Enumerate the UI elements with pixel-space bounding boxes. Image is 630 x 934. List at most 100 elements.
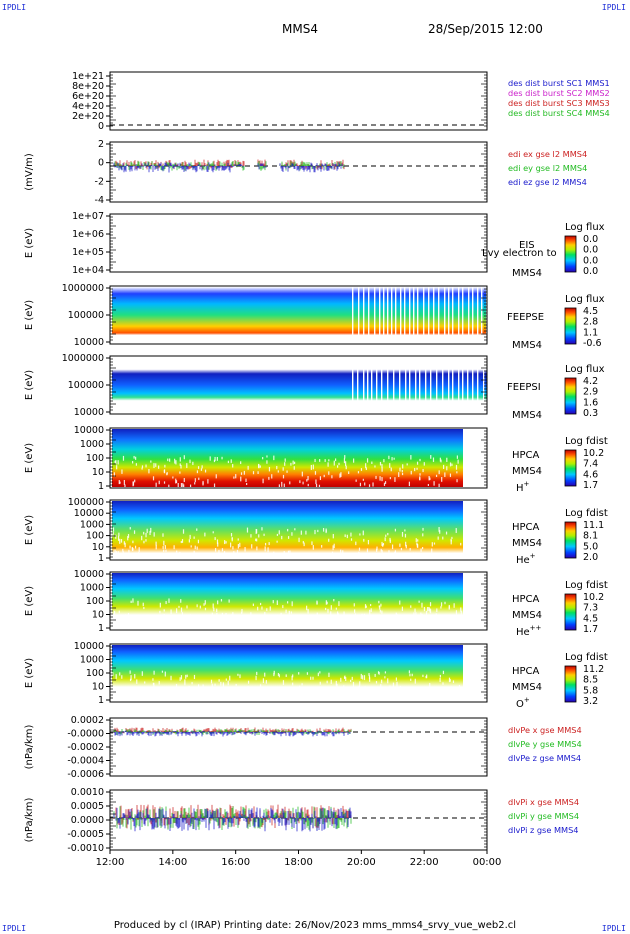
- noise-speck: [221, 456, 223, 460]
- noise-speck: [282, 553, 284, 557]
- noise-speck: [189, 534, 191, 540]
- noise-speck: [178, 689, 180, 693]
- y-tick-label: 0.0000: [71, 815, 104, 826]
- noise-speck: [347, 616, 349, 621]
- y-tick-label: -0.0005: [67, 829, 104, 840]
- noise-speck: [439, 674, 441, 678]
- noise-speck: [193, 536, 195, 539]
- legend-entry: edi ex gse l2 MMS4: [508, 149, 587, 159]
- y-axis-label: E (eV): [24, 370, 35, 400]
- data-gap: [458, 357, 460, 413]
- noise-speck: [258, 621, 260, 625]
- noise-speck: [195, 691, 197, 696]
- y-tick-label: 0.0010: [71, 787, 104, 798]
- noise-speck: [153, 682, 155, 688]
- noise-speck: [222, 683, 224, 688]
- noise-speck: [238, 555, 241, 560]
- x-tick-label: 16:00: [221, 857, 250, 868]
- noise-speck: [240, 476, 242, 482]
- noise-speck: [399, 600, 401, 605]
- noise-speck: [317, 529, 319, 533]
- noise-speck: [128, 690, 131, 696]
- noise-speck: [343, 619, 345, 624]
- noise-speck: [215, 474, 217, 479]
- noise-speck: [204, 607, 207, 611]
- noise-speck: [375, 698, 377, 702]
- noise-speck: [391, 686, 393, 692]
- noise-speck: [426, 694, 429, 697]
- spectrogram-fill: [112, 287, 487, 343]
- noise-speck: [235, 616, 237, 619]
- noise-speck: [378, 600, 380, 604]
- data-gap: [393, 357, 395, 413]
- noise-speck: [336, 683, 338, 688]
- colorbar-tick-label: 7.4: [583, 459, 598, 470]
- noise-speck: [283, 551, 285, 556]
- data-gap: [417, 287, 419, 343]
- noise-speck: [362, 530, 364, 536]
- noise-speck: [183, 623, 185, 627]
- noise-speck: [360, 614, 362, 617]
- noise-speck: [241, 688, 244, 691]
- noise-speck: [276, 533, 279, 536]
- noise-speck: [117, 551, 119, 556]
- noise-speck: [117, 460, 119, 465]
- y-tick-label: 1e+06: [72, 229, 104, 240]
- species-label: He++: [516, 624, 542, 638]
- noise-speck: [209, 456, 211, 461]
- y-tick-label: 10000: [74, 569, 104, 580]
- noise-speck: [129, 527, 131, 530]
- noise-speck: [186, 463, 188, 469]
- noise-speck: [232, 464, 234, 468]
- noise-speck: [164, 545, 166, 549]
- y-tick-label: 100000: [68, 380, 104, 391]
- noise-speck: [302, 540, 304, 544]
- noise-speck: [401, 616, 403, 621]
- colorbar-tick-label: 0.0: [583, 255, 598, 266]
- noise-speck: [169, 458, 171, 462]
- noise-speck: [216, 539, 219, 544]
- noise-speck: [271, 474, 273, 479]
- noise-speck: [312, 464, 314, 470]
- noise-speck: [191, 682, 193, 685]
- noise-speck: [178, 605, 180, 608]
- noise-speck: [262, 457, 264, 460]
- noise-speck: [365, 554, 367, 559]
- y-tick-label: 100: [86, 668, 104, 679]
- noise-speck: [198, 624, 201, 630]
- noise-speck: [287, 601, 289, 604]
- noise-speck: [149, 530, 151, 536]
- noise-speck: [319, 687, 321, 691]
- noise-speck: [282, 688, 284, 691]
- data-gap: [409, 357, 411, 413]
- spacecraft-label: MMS4: [512, 682, 542, 693]
- noise-speck: [150, 527, 152, 533]
- noise-speck: [221, 548, 224, 552]
- noise-speck: [452, 680, 455, 683]
- y-tick-label: 100: [86, 596, 104, 607]
- noise-speck: [230, 614, 233, 617]
- noise-speck: [273, 551, 275, 557]
- noise-speck: [380, 603, 382, 607]
- noise-speck: [429, 477, 431, 481]
- noise-speck: [133, 530, 136, 534]
- noise-speck: [136, 679, 138, 684]
- noise-speck: [271, 618, 273, 622]
- noise-speck: [152, 476, 155, 481]
- noise-speck: [438, 483, 440, 489]
- noise-speck: [225, 678, 227, 681]
- noise-speck: [236, 626, 238, 632]
- noise-speck: [227, 460, 229, 464]
- species-label: O+: [516, 696, 530, 710]
- noise-speck: [447, 553, 450, 557]
- noise-speck: [138, 552, 140, 555]
- noise-speck: [155, 541, 157, 546]
- noise-speck: [286, 691, 288, 696]
- noise-speck: [399, 685, 402, 691]
- noise-speck: [306, 672, 309, 675]
- noise-speck: [460, 607, 462, 612]
- noise-speck: [163, 481, 166, 484]
- noise-speck: [163, 540, 165, 546]
- noise-speck: [268, 615, 270, 618]
- noise-speck: [268, 476, 270, 480]
